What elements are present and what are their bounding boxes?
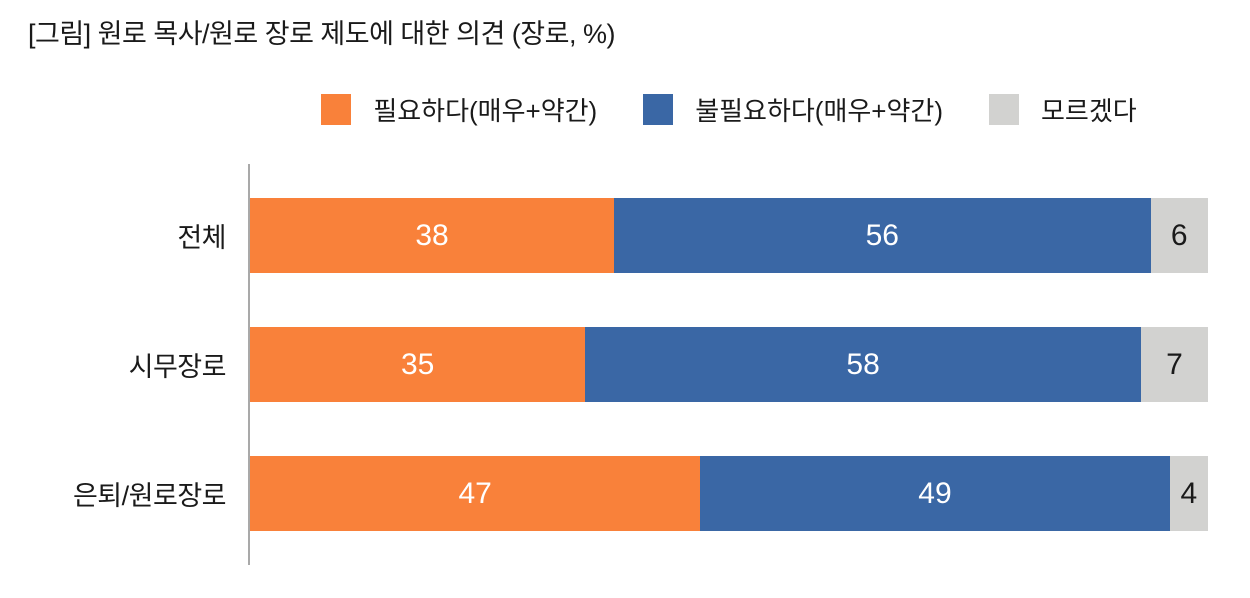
value-label: 58 <box>846 347 880 381</box>
bar-segment: 35 <box>250 327 586 402</box>
bar-segment: 47 <box>250 456 701 531</box>
plot-area: 전체 38 56 6 시무장로 35 58 7 은퇴/원로장로 47 49 4 <box>0 164 1208 565</box>
value-label: 7 <box>1166 347 1183 381</box>
value-label: 6 <box>1170 218 1188 252</box>
value-label: 47 <box>458 476 492 510</box>
bar-track: 38 56 6 <box>250 198 1208 273</box>
category-label: 전체 <box>177 223 226 253</box>
value-label: 35 <box>400 347 435 381</box>
legend-label: 모르겠다 <box>1040 95 1137 126</box>
bar-segment: 58 <box>585 327 1141 402</box>
value-label: 4 <box>1180 476 1198 510</box>
legend-swatch-icon <box>321 93 352 125</box>
legend-item: 불필요하다(매우+약간) <box>643 91 943 128</box>
bar-segment: 4 <box>1169 456 1208 531</box>
bar-segment: 56 <box>614 198 1151 273</box>
legend-label: 필요하다(매우+약간) <box>373 95 598 126</box>
legend-label: 불필요하다(매우+약간) <box>695 95 943 126</box>
bar-track: 35 58 7 <box>250 327 1208 402</box>
category-label: 은퇴/원로장로 <box>72 481 227 511</box>
value-label: 38 <box>415 218 449 252</box>
chart-title: [그림] 원로 목사/원로 장로 제도에 대한 의견 (장로, %) <box>28 19 615 49</box>
legend-item: 필요하다(매우+약간) <box>321 91 597 128</box>
value-label: 56 <box>865 218 899 252</box>
category-label: 시무장로 <box>128 352 227 382</box>
bar-segment: 38 <box>250 198 615 273</box>
bar-track: 47 49 4 <box>250 456 1208 531</box>
bar-row: 은퇴/원로장로 47 49 4 <box>0 456 1208 531</box>
legend-swatch-icon <box>643 93 674 125</box>
bar-segment: 7 <box>1140 327 1208 402</box>
y-axis-line <box>248 164 250 565</box>
bar-row: 전체 38 56 6 <box>0 198 1208 273</box>
legend-item: 모르겠다 <box>988 91 1137 128</box>
legend: 필요하다(매우+약간) 불필요하다(매우+약간) 모르겠다 <box>250 90 1208 128</box>
bar-segment: 49 <box>700 456 1170 531</box>
legend-swatch-icon <box>988 93 1019 125</box>
bar-row: 시무장로 35 58 7 <box>0 327 1208 402</box>
bar-segment: 6 <box>1150 198 1208 273</box>
value-label: 49 <box>918 476 952 510</box>
